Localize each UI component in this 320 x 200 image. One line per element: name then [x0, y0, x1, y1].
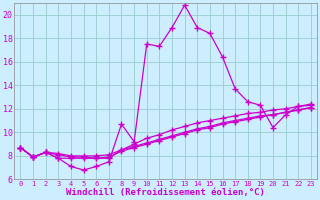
X-axis label: Windchill (Refroidissement éolien,°C): Windchill (Refroidissement éolien,°C) — [66, 188, 265, 197]
